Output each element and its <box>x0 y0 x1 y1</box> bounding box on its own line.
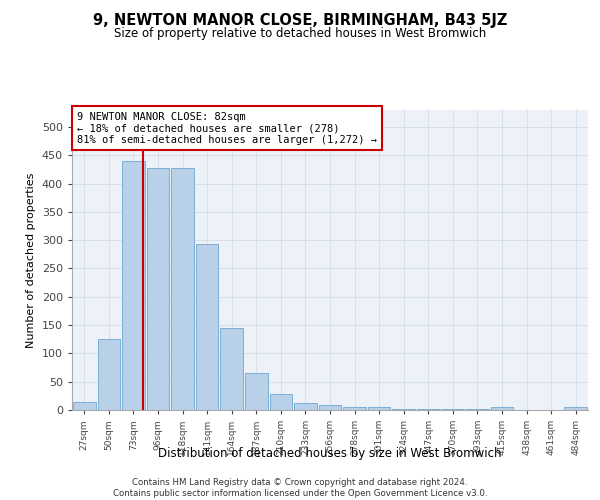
Text: Contains HM Land Registry data © Crown copyright and database right 2024.
Contai: Contains HM Land Registry data © Crown c… <box>113 478 487 498</box>
Bar <box>269 394 292 410</box>
Bar <box>220 328 243 410</box>
Y-axis label: Number of detached properties: Number of detached properties <box>26 172 36 348</box>
Bar <box>319 406 341 410</box>
Bar <box>491 407 514 410</box>
Text: Size of property relative to detached houses in West Bromwich: Size of property relative to detached ho… <box>114 28 486 40</box>
Bar <box>146 168 169 410</box>
Bar <box>122 161 145 410</box>
Bar <box>73 402 95 410</box>
Bar <box>245 373 268 410</box>
Text: 9, NEWTON MANOR CLOSE, BIRMINGHAM, B43 5JZ: 9, NEWTON MANOR CLOSE, BIRMINGHAM, B43 5… <box>93 12 507 28</box>
Bar <box>294 402 317 410</box>
Bar <box>343 407 366 410</box>
Bar <box>196 244 218 410</box>
Bar <box>98 339 120 410</box>
Bar <box>565 406 587 410</box>
Text: Distribution of detached houses by size in West Bromwich: Distribution of detached houses by size … <box>158 448 502 460</box>
Bar <box>368 407 391 410</box>
Text: 9 NEWTON MANOR CLOSE: 82sqm
← 18% of detached houses are smaller (278)
81% of se: 9 NEWTON MANOR CLOSE: 82sqm ← 18% of det… <box>77 112 377 144</box>
Bar <box>171 168 194 410</box>
